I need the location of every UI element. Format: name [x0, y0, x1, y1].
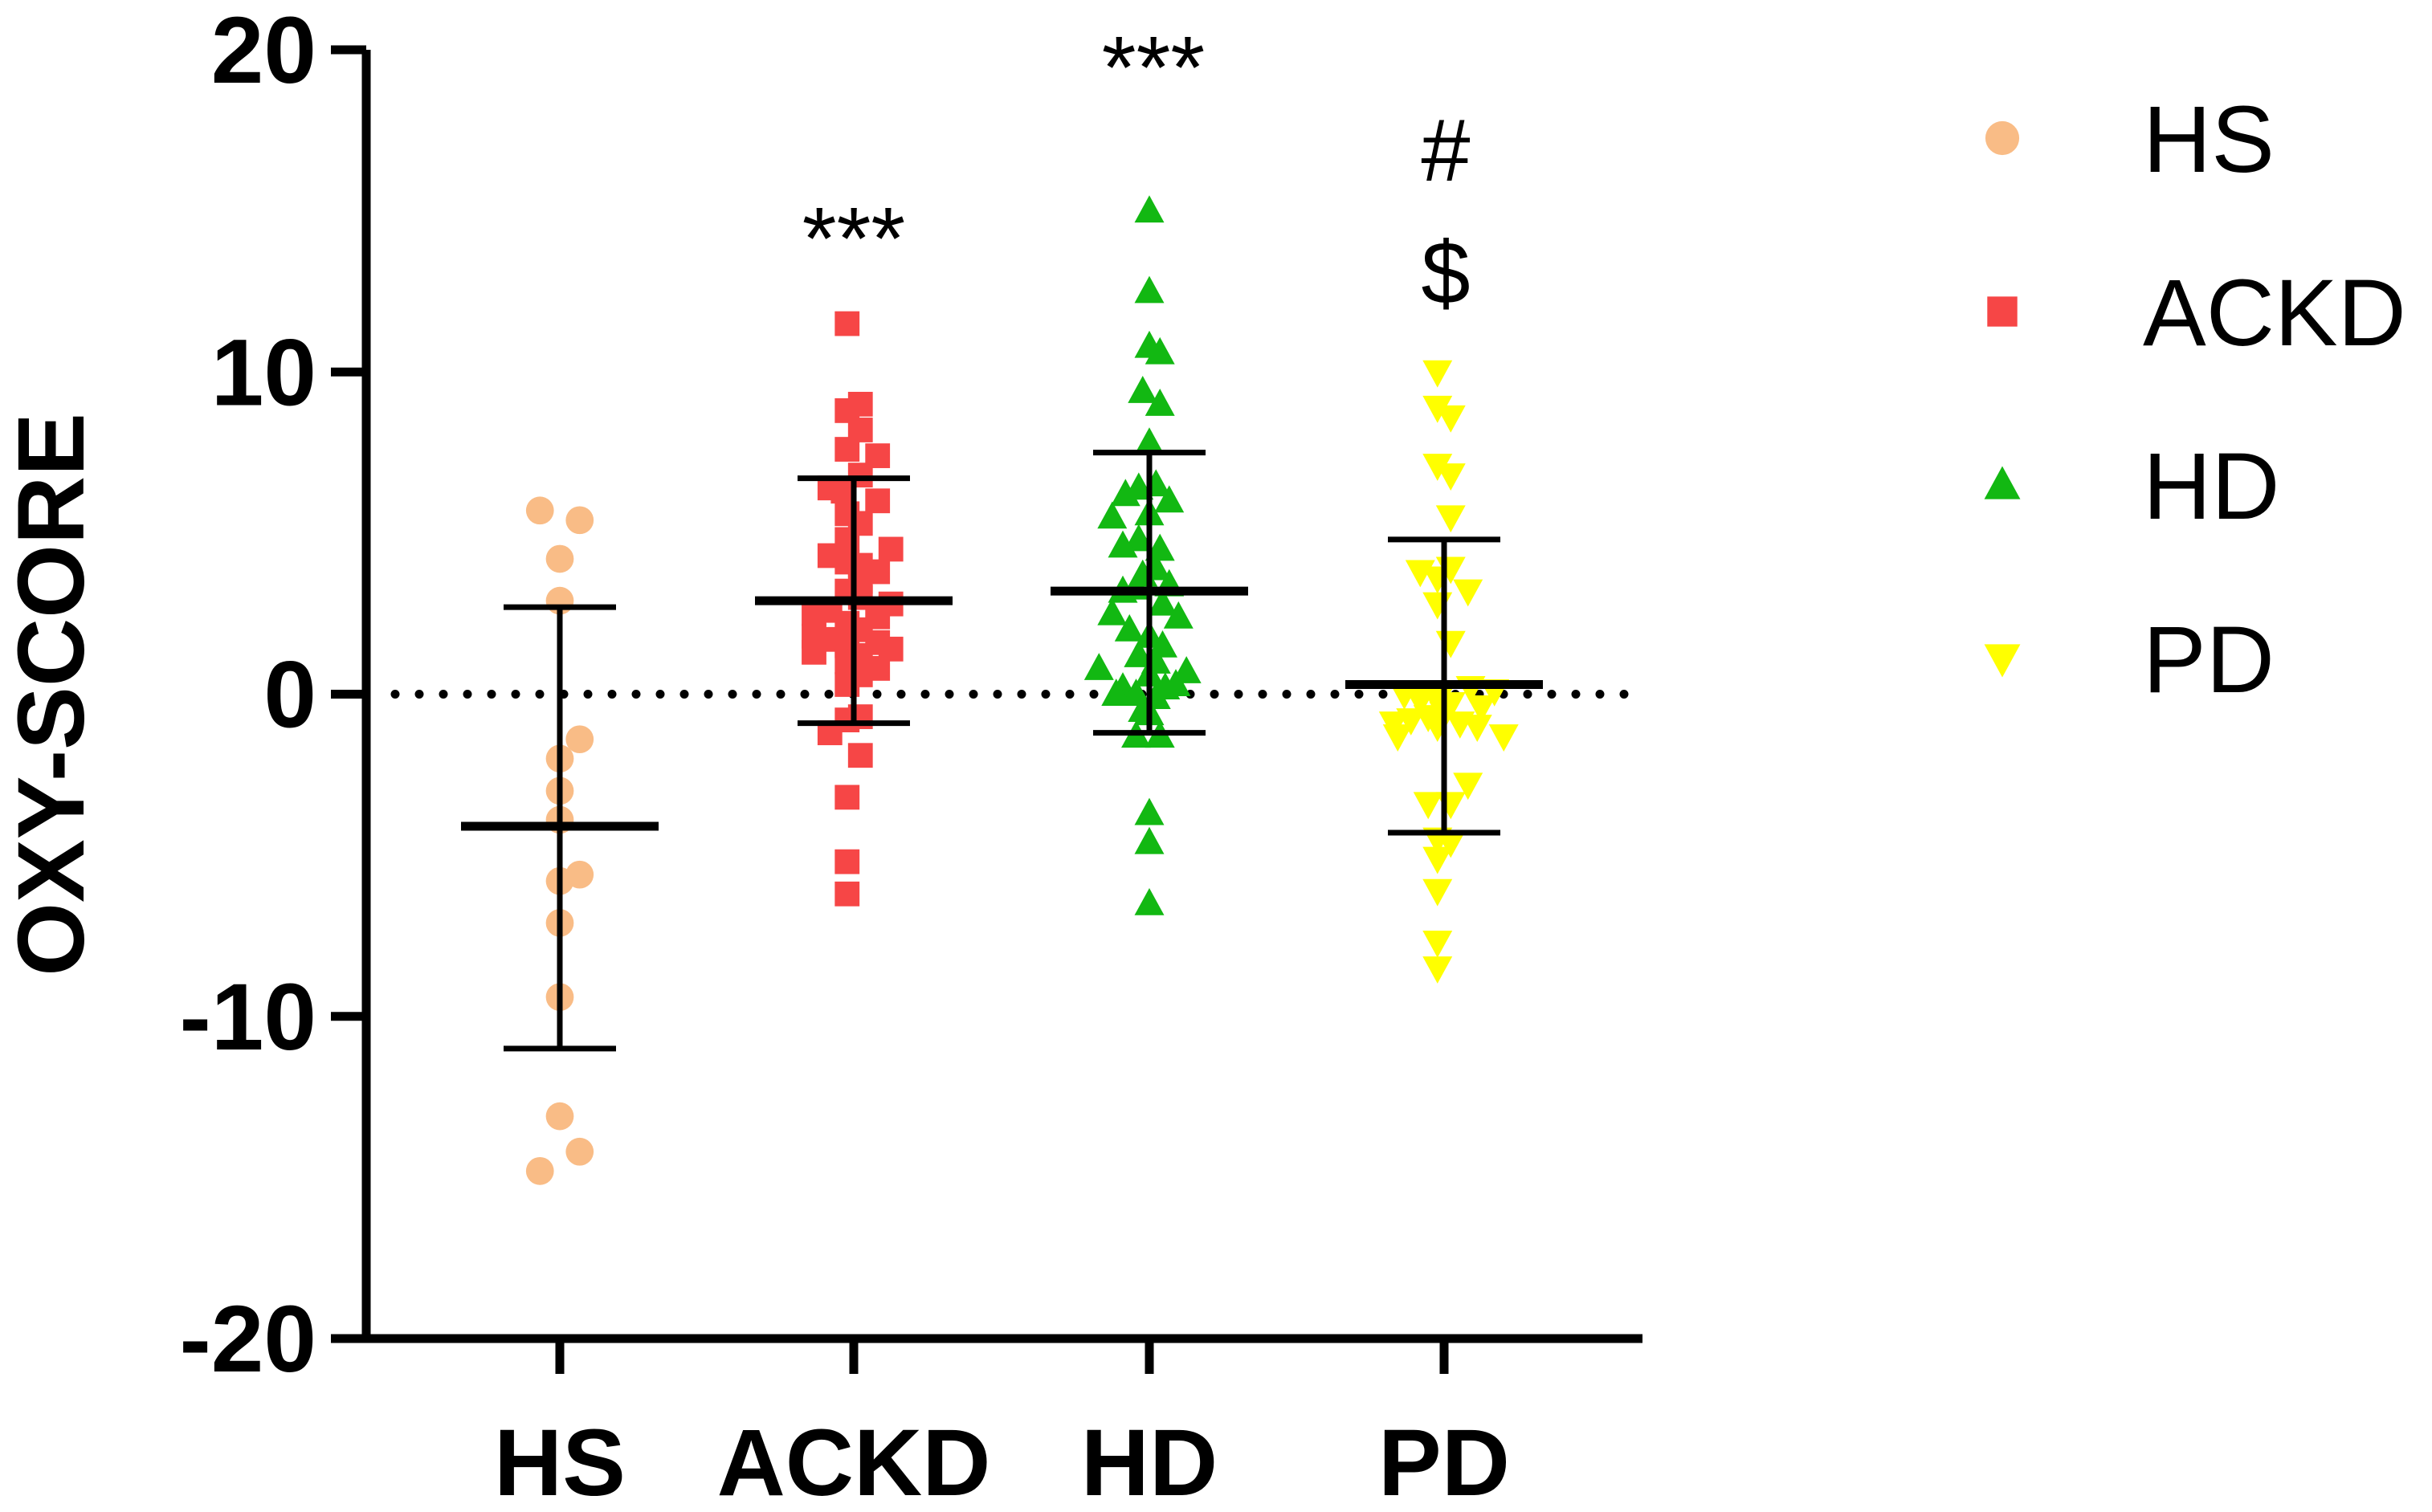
data-point: [565, 725, 594, 754]
legend-label: HD: [2143, 434, 2279, 540]
data-point: [1134, 887, 1165, 915]
legend-item-hs: HS: [1985, 87, 2275, 193]
data-point: [1435, 463, 1466, 491]
data-point: [565, 506, 594, 535]
x-tick-label: PD: [1378, 1410, 1510, 1508]
significance-marker: $: [1421, 224, 1470, 323]
data-point: [1097, 597, 1128, 626]
data-point: [834, 785, 860, 810]
data-point: [1422, 592, 1453, 620]
data-point: [1145, 389, 1175, 416]
data-point: [1097, 501, 1128, 529]
data-point: [545, 544, 574, 573]
data-point: [834, 311, 860, 336]
data-point: [1435, 405, 1466, 433]
y-tick-label: 0: [263, 642, 316, 748]
legend-item-hd: HD: [1984, 434, 2279, 540]
y-tick-label: -20: [179, 1286, 316, 1392]
significance-marker: ***: [802, 190, 905, 288]
legend-marker: [1987, 296, 2018, 327]
data-point: [1114, 613, 1145, 642]
data-point: [1134, 275, 1165, 304]
data-point: [1083, 653, 1114, 680]
legend-label: PD: [2143, 607, 2275, 713]
data-point: [1462, 715, 1492, 742]
data-point: [1396, 708, 1426, 736]
data-point: [1453, 579, 1483, 607]
data-point: [1148, 588, 1177, 616]
data-point: [1422, 846, 1453, 874]
data-point: [1422, 878, 1453, 907]
x-tick-label: HD: [1081, 1410, 1218, 1508]
data-point: [1422, 395, 1453, 423]
y-tick-label: 10: [211, 320, 316, 426]
data-point: [1128, 376, 1158, 403]
data-point: [834, 437, 860, 462]
stats-pd: [1345, 536, 1543, 836]
x-tick-label: HS: [494, 1410, 626, 1508]
stats-hd: [1051, 450, 1248, 736]
data-point: [1413, 792, 1443, 820]
legend-item-pd: PD: [1984, 607, 2275, 713]
legend-marker: [1985, 120, 2020, 156]
data-point: [545, 1102, 574, 1131]
y-tick-label: 20: [211, 0, 316, 104]
y-tick-label: -10: [179, 964, 316, 1070]
data-point: [1161, 669, 1191, 696]
data-point: [1466, 695, 1496, 723]
data-point: [1101, 679, 1132, 706]
data-point: [1134, 195, 1165, 223]
legend: HS ACKD HD PD: [1984, 87, 2406, 713]
significance-marker: ***: [1102, 18, 1205, 117]
legend-marker: [1984, 644, 2021, 678]
data-point: [1108, 530, 1138, 558]
data-point: [1382, 724, 1413, 752]
series-hd: [1083, 195, 1202, 915]
data-point: [1422, 930, 1453, 958]
data-point: [1145, 336, 1175, 365]
data-point: [1163, 601, 1194, 629]
data-point: [1154, 485, 1185, 513]
y-axis-title: OXY-SCORE: [0, 413, 104, 976]
data-point: [878, 536, 904, 562]
data-point: [565, 1137, 594, 1166]
significance-annotations: *** *** # $: [802, 18, 1471, 323]
legend-label: HS: [2143, 87, 2275, 193]
legend-item-ackd: ACKD: [1987, 260, 2406, 366]
stats-ackd: [755, 475, 953, 727]
axes: 20 10 0 -10 -20 HS ACKD HD PD: [179, 0, 1642, 1512]
data-point: [1453, 772, 1483, 801]
x-tick-label: ACKD: [717, 1410, 991, 1508]
data-point: [1134, 826, 1165, 854]
data-point: [1422, 454, 1453, 481]
data-point: [1134, 797, 1165, 825]
data-point: [1124, 640, 1154, 667]
data-point: [834, 881, 860, 907]
mean-sd-bars: [461, 450, 1543, 1052]
data-point: [1435, 630, 1466, 658]
data-point: [1134, 427, 1165, 455]
data-point: [1435, 792, 1466, 820]
data-point: [802, 639, 826, 665]
stats-hs: [461, 604, 659, 1052]
data-point: [865, 488, 891, 514]
data-point: [1422, 360, 1453, 388]
legend-label: ACKD: [2143, 260, 2406, 366]
data-point: [1124, 524, 1154, 552]
data-point: [525, 1156, 554, 1185]
series-pd: [1378, 360, 1519, 984]
data-point: [525, 496, 554, 525]
data-point: [1435, 830, 1466, 858]
data-point: [847, 743, 873, 768]
data-point: [834, 849, 860, 874]
data-point: [1435, 505, 1466, 533]
significance-marker: #: [1421, 101, 1470, 200]
data-point: [1145, 533, 1175, 561]
data-point: [1488, 724, 1519, 752]
data-point: [1422, 956, 1453, 984]
legend-marker: [1984, 466, 2021, 499]
data-point: [565, 860, 594, 889]
